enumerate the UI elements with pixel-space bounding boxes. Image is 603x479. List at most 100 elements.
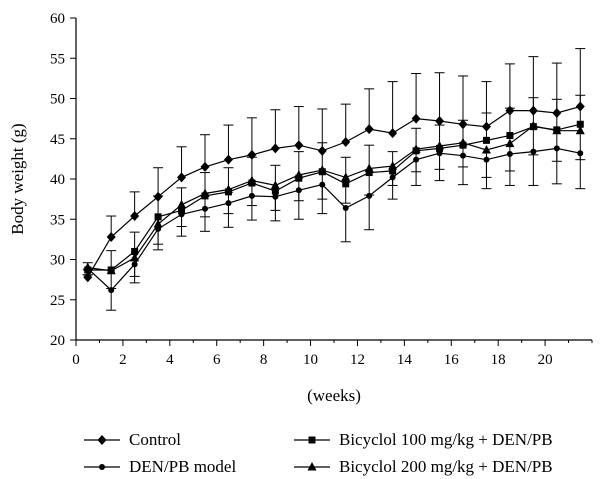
data-point-triangle: [552, 125, 562, 135]
data-point-circle: [460, 152, 466, 159]
x-tick-label: 4: [166, 352, 174, 368]
y-tick-label: 50: [50, 92, 65, 108]
data-point-circle: [319, 181, 326, 188]
data-point-circle: [248, 192, 255, 199]
y-tick-label: 40: [50, 172, 65, 188]
data-point-diamond: [270, 143, 280, 154]
data-point-diamond: [247, 149, 257, 160]
chart-axes: 20 25 30 35 40 45 50 55 60 0 2 4 6 8 10 12 14 16 18 20: [50, 11, 593, 368]
x-tick-label: 2: [119, 352, 127, 368]
data-point-square: [365, 169, 373, 177]
data-point-diamond: [481, 121, 491, 132]
data-point-circle: [108, 287, 115, 294]
data-point-circle: [366, 192, 373, 199]
data-point-diamond: [364, 124, 374, 135]
data-point-diamond: [458, 119, 468, 130]
data-point-triangle: [153, 219, 163, 228]
data-point-triangle: [528, 120, 538, 130]
x-tick-label: 12: [350, 352, 365, 368]
x-axis-label: (weeks): [307, 386, 361, 405]
data-point-diamond: [294, 140, 304, 151]
legend: Control DEN/PB model Bicyclol 100 mg/kg + …: [84, 430, 553, 476]
data-point-diamond: [223, 154, 233, 165]
data-point-square: [154, 213, 162, 221]
data-point-triangle: [200, 188, 210, 197]
data-point-diamond: [200, 161, 210, 172]
data-point-triangle: [247, 175, 257, 185]
y-tick-label: 25: [50, 293, 65, 309]
legend-label-triangle: Bicyclol 200 mg/kg + DEN/PB: [339, 457, 553, 476]
data-point-square: [271, 187, 279, 195]
data-point-circle: [389, 174, 396, 181]
data-point-triangle: [223, 184, 233, 193]
legend-marker-diamond: [97, 435, 107, 445]
data-point-circle: [202, 205, 208, 212]
data-point-square: [389, 167, 397, 175]
data-point-diamond: [153, 191, 163, 202]
x-tick-label: 18: [491, 352, 506, 368]
data-point-circle: [413, 156, 420, 163]
series-line-square: [87, 123, 581, 271]
x-tick-label: 14: [397, 352, 413, 368]
data-point-square: [342, 180, 350, 188]
legend-label-circle: DEN/PB model: [129, 457, 236, 476]
y-tick-label: 30: [50, 253, 65, 269]
x-tick-label: 0: [72, 352, 80, 368]
data-point-triangle: [270, 180, 280, 189]
data-point-diamond: [130, 211, 140, 222]
series-line-circle: [87, 147, 581, 291]
data-point-triangle: [388, 161, 398, 170]
x-tick-label: 20: [538, 352, 553, 368]
data-point-diamond: [552, 107, 562, 118]
series-lines: [87, 106, 581, 291]
data-point-triangle: [294, 169, 304, 179]
y-tick-label: 35: [50, 212, 65, 228]
data-point-triangle: [317, 165, 327, 174]
data-point-circle: [272, 193, 279, 200]
data-point-diamond: [177, 172, 187, 183]
data-point-circle: [483, 156, 490, 163]
data-point-triangle: [177, 199, 187, 209]
legend-label-square: Bicyclol 100 mg/kg + DEN/PB: [339, 430, 553, 449]
data-point-circle: [225, 200, 232, 207]
legend-marker-triangle: [307, 462, 317, 471]
data-point-square: [482, 136, 490, 144]
error-bars: [82, 48, 586, 311]
data-point-square: [131, 247, 139, 255]
data-point-diamond: [575, 101, 585, 112]
x-tick-label: 8: [260, 352, 268, 368]
data-point-triangle: [505, 138, 515, 148]
data-point-circle: [577, 150, 584, 157]
data-point-diamond: [106, 231, 116, 242]
data-point-diamond: [388, 128, 398, 139]
y-tick-label: 55: [50, 51, 65, 67]
data-point-triangle: [341, 172, 351, 181]
data-point-triangle: [481, 145, 491, 154]
x-tick-label: 16: [444, 352, 460, 368]
data-point-square: [576, 120, 584, 128]
data-point-diamond: [435, 116, 445, 127]
legend-marker-square: [308, 436, 316, 444]
legend-marker-circle: [99, 464, 105, 470]
data-point-triangle: [575, 125, 585, 135]
data-point-triangle: [411, 144, 421, 153]
data-point-circle: [342, 204, 349, 211]
data-point-triangle: [130, 252, 140, 262]
data-point-diamond: [411, 113, 421, 124]
data-point-square: [506, 132, 514, 140]
series-line-diamond: [87, 106, 581, 278]
data-point-square: [178, 206, 186, 214]
y-tick-label: 60: [50, 11, 65, 27]
data-point-diamond: [528, 105, 538, 116]
data-point-triangle: [435, 140, 445, 150]
data-point-diamond: [83, 272, 93, 283]
x-tick-label: 10: [303, 352, 318, 368]
data-point-circle: [530, 148, 537, 155]
data-point-triangle: [364, 163, 374, 173]
data-point-diamond: [505, 105, 515, 116]
y-tick-label: 45: [50, 132, 65, 148]
data-point-circle: [131, 261, 138, 268]
legend-label-diamond: Control: [129, 430, 181, 449]
data-point-triangle: [83, 262, 93, 272]
